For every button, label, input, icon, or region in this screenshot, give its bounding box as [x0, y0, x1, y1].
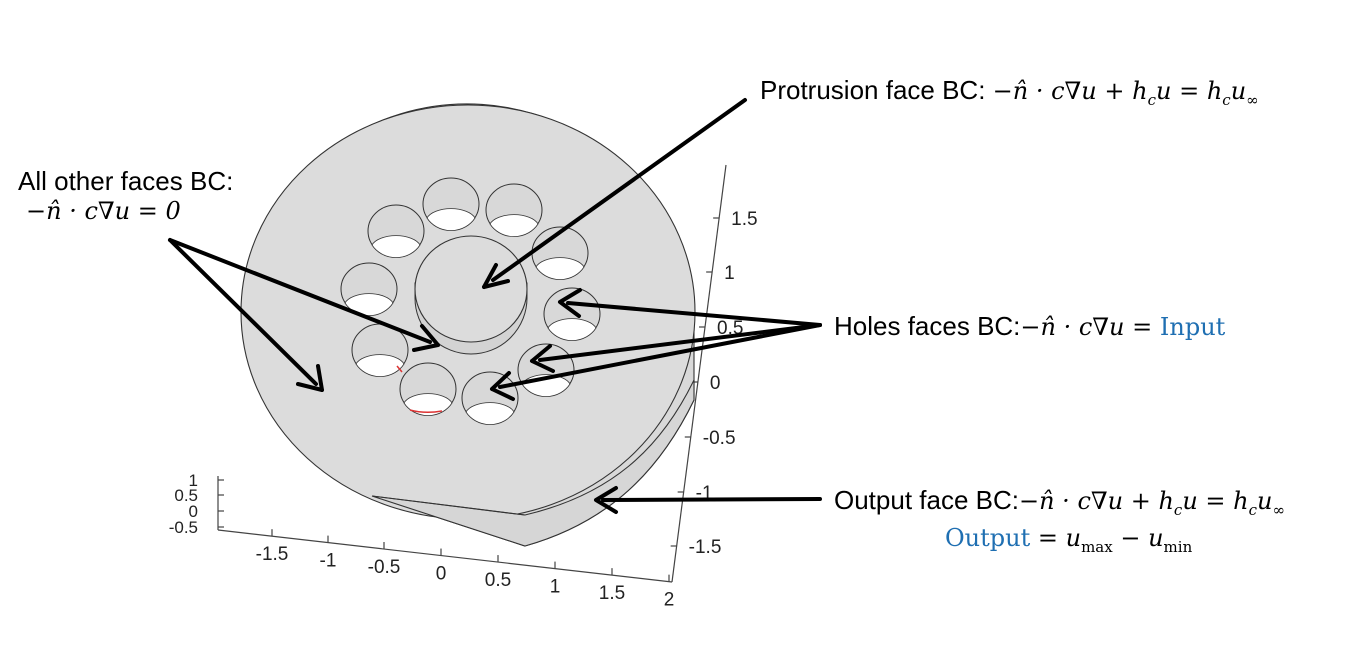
arrows — [168, 98, 822, 514]
hole — [422, 177, 480, 232]
output-label: Output face BC:−n̂ · c∇u + hcu = hcu∞ — [834, 485, 1285, 525]
hole — [367, 204, 425, 259]
other-faces-text: All other faces BC: — [18, 166, 234, 196]
holes-math: −n̂ · c∇u = — [1020, 313, 1160, 341]
holes — [340, 177, 601, 426]
bottom-tick-label: 0 — [436, 564, 447, 585]
output-text: Output face BC: — [834, 485, 1019, 515]
red-mark — [409, 409, 443, 414]
left-axis: 10.50-0.5 — [169, 471, 224, 537]
hole — [485, 183, 543, 238]
bottom-tick-label: -1.5 — [256, 544, 289, 565]
hole — [340, 262, 398, 317]
right-tick-label: 0 — [710, 373, 721, 394]
hole — [531, 226, 589, 281]
hole — [351, 323, 409, 378]
output-face — [371, 379, 695, 547]
hole — [399, 362, 457, 417]
left-tick-label: -0.5 — [169, 518, 198, 537]
protrusion-label: Protrusion face BC: −n̂ · c∇u + hcu = hc… — [760, 75, 1259, 115]
bottom-tick-label: 2 — [664, 590, 675, 611]
left-tick-label: 1 — [189, 471, 198, 490]
other-faces-math: −n̂ · c∇u = 0 — [26, 197, 181, 225]
protrusion — [414, 235, 528, 355]
protrusion-math: −n̂ · c∇u + hcu = hcu∞ — [992, 77, 1259, 109]
protrusion-text: Protrusion face BC: — [760, 75, 993, 105]
holes-input: Input — [1159, 313, 1226, 341]
right-tick-label: -1.5 — [689, 537, 722, 558]
output-math: −n̂ · c∇u + hcu = hcu∞ — [1018, 487, 1285, 519]
right-tick-label: 1.5 — [731, 209, 757, 230]
holes-text: Holes faces BC: — [834, 311, 1021, 341]
bottom-tick-label: -1 — [320, 551, 337, 572]
part-body — [240, 103, 696, 547]
left-tick-label: 0 — [189, 502, 198, 521]
bottom-axis: -1.5 -1 -0.5 0 0.5 1 1.5 2 — [217, 529, 675, 611]
bottom-tick-label: 0.5 — [485, 570, 511, 591]
output-word: Output — [945, 524, 1031, 552]
bottom-tick-label: 1.5 — [599, 583, 625, 604]
bottom-tick-label: 1 — [550, 577, 561, 598]
output-formula: Output = umax − umin — [945, 522, 1192, 562]
left-tick-label: 0.5 — [174, 486, 198, 505]
red-mark — [396, 365, 403, 373]
holes-label: Holes faces BC:−n̂ · c∇u = Input — [834, 311, 1225, 342]
hole — [543, 287, 601, 342]
other-faces-label: All other faces BC: −n̂ · c∇u = 0 — [18, 166, 233, 226]
right-tick-label: -0.5 — [703, 428, 736, 449]
output-formula-math: = umax − umin — [1030, 524, 1193, 556]
right-tick-label: 1 — [724, 263, 735, 284]
bottom-tick-label: -0.5 — [368, 557, 401, 578]
